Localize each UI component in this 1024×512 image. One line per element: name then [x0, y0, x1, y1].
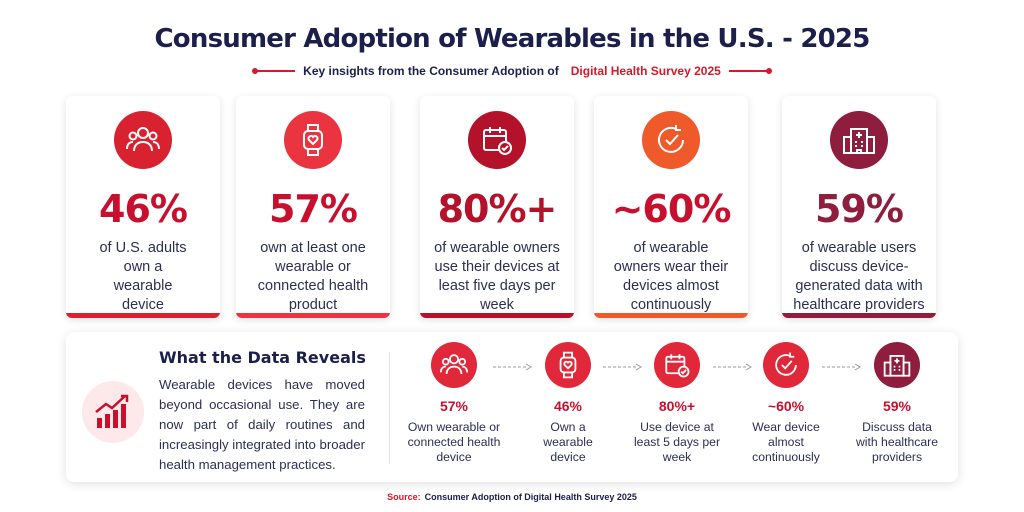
stat-desc: of wearable users discuss device-generat…	[793, 240, 925, 313]
data-reveal-panel: What the Data Reveals Wearable devices h…	[66, 332, 958, 482]
subtitle-accent: Digital Health Survey 2025	[570, 64, 721, 78]
stat-card-2: 57% own at least one wearable or connect…	[236, 96, 390, 318]
hospital-icon	[874, 342, 920, 388]
step-value: 57%	[439, 398, 469, 414]
step-value: 59%	[882, 398, 912, 414]
step-value: ~60%	[767, 398, 805, 414]
card-accent-bar	[66, 313, 220, 318]
stat-value: 57%	[269, 187, 358, 231]
subtitle-line-left	[252, 68, 296, 74]
source-note: Source: Consumer Adoption of Digital Heal…	[0, 492, 1024, 502]
step-value: 46%	[553, 398, 583, 414]
subtitle: Key insights from the Consumer Adoption …	[0, 64, 1024, 78]
people-icon	[431, 342, 477, 388]
subtitle-line-right	[728, 68, 772, 74]
stat-cards: 46% of U.S. adults own a wearable device…	[66, 96, 954, 318]
flow-step-2: 46% Own a wearable device	[513, 342, 623, 465]
flow-step-5: 59% Discuss data with healthcare provide…	[842, 342, 952, 465]
smartwatch-icon	[545, 342, 591, 388]
stat-card-4: ~60% of wearable owners wear their devic…	[594, 96, 748, 318]
step-desc: Own wearable or connected health device	[407, 420, 501, 464]
stat-card-5: 59% of wearable users discuss device-gen…	[782, 96, 936, 318]
stat-desc: of wearable owners wear their devices al…	[613, 240, 729, 313]
card-accent-bar	[236, 313, 390, 318]
clock-icon	[763, 342, 809, 388]
hospital-icon	[830, 111, 888, 169]
arrow-icon	[822, 363, 861, 371]
reveal-title: What the Data Reveals	[159, 348, 366, 367]
clock-icon	[642, 111, 700, 169]
step-value: 80%+	[658, 398, 696, 414]
stat-card-3: 80%+ of wearable owners use their device…	[420, 96, 574, 318]
calendar-check-icon	[468, 111, 526, 169]
flow-step-3: 80%+ Use device at least 5 days per week	[622, 342, 732, 465]
card-accent-bar	[594, 313, 748, 318]
stat-card-1: 46% of U.S. adults own a wearable device	[66, 96, 220, 318]
source-text: Consumer Adoption of Digital Health Surv…	[424, 492, 637, 502]
stat-desc: of U.S. adults own a wearable device	[99, 240, 187, 313]
flow-step-1: 57% Own wearable or connected health dev…	[399, 342, 509, 465]
trending-chart-icon	[82, 381, 144, 443]
people-icon	[114, 111, 172, 169]
step-desc: Own a wearable device	[543, 420, 593, 464]
stat-desc: own at least one wearable or connected h…	[257, 240, 369, 313]
step-desc: Discuss data with healthcare providers	[856, 420, 938, 464]
stat-desc: of wearable owners use their devices at …	[434, 240, 560, 313]
page-title: Consumer Adoption of Wearables in the U.…	[154, 24, 871, 54]
step-desc: Use device at least 5 days per week	[633, 420, 721, 464]
subtitle-text: Key insights from the Consumer Adoption …	[303, 64, 559, 78]
stat-value: 59%	[815, 187, 904, 231]
source-label: Source:	[387, 492, 421, 502]
flow-step-4: ~60% Wear device almost continuously	[731, 342, 841, 465]
arrow-icon	[603, 363, 642, 371]
reveal-body: Wearable devices have moved beyond occas…	[159, 377, 365, 472]
card-accent-bar	[782, 313, 936, 318]
stat-value: 80%+	[437, 187, 558, 231]
stat-value: 46%	[99, 187, 188, 231]
calendar-check-icon	[654, 342, 700, 388]
card-accent-bar	[420, 313, 574, 318]
arrow-icon	[493, 363, 532, 371]
step-desc: Wear device almost continuously	[752, 420, 820, 464]
stat-value: ~60%	[611, 187, 732, 231]
divider	[389, 352, 390, 464]
arrow-icon	[713, 363, 752, 371]
smartwatch-icon	[284, 111, 342, 169]
